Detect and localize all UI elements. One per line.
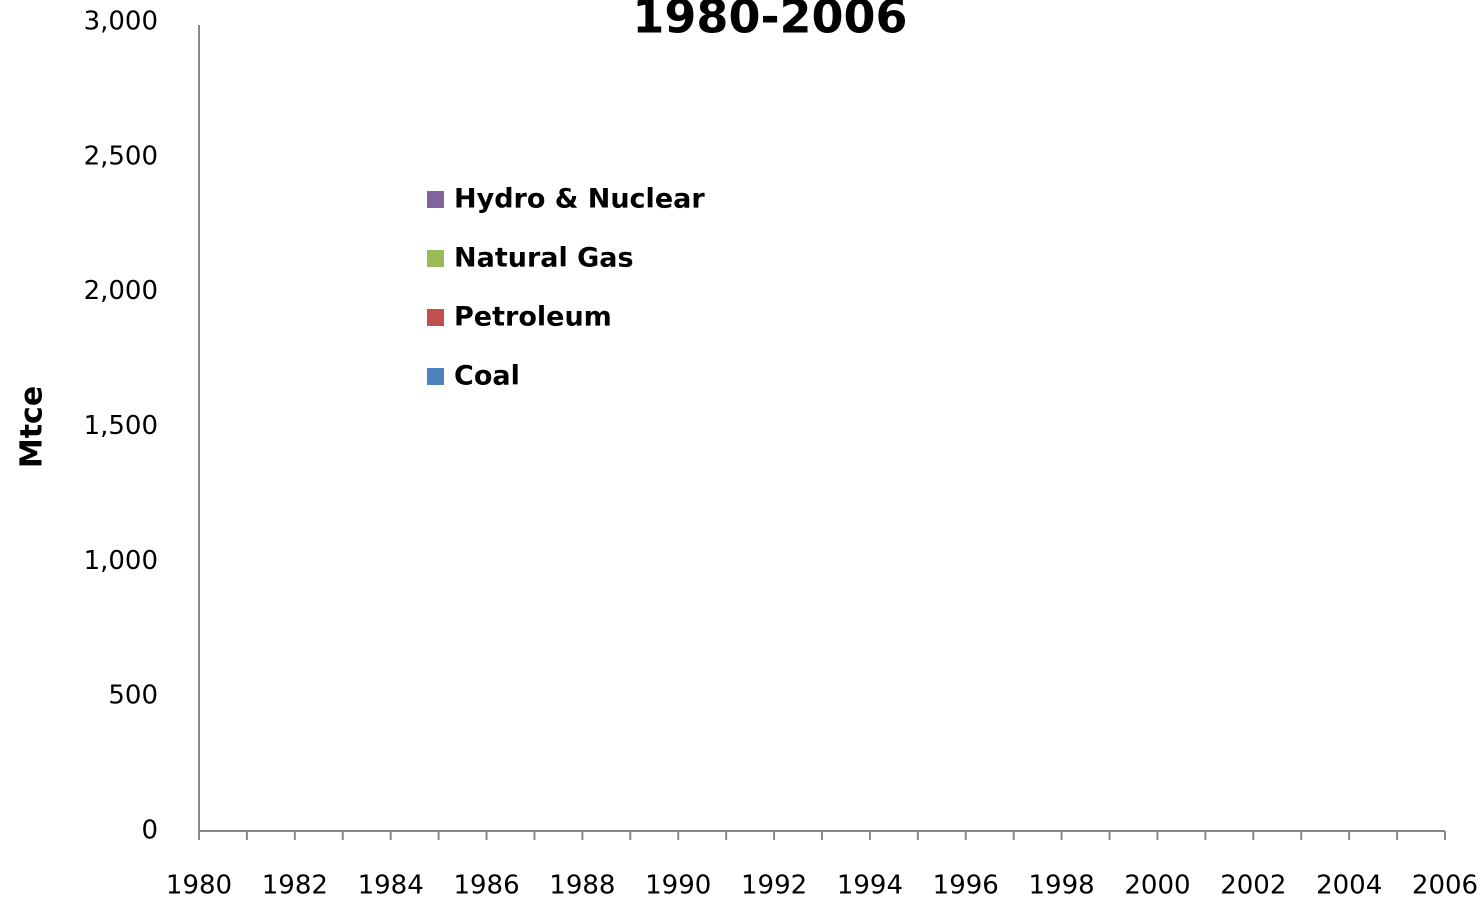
legend-swatch xyxy=(427,309,444,326)
legend-swatch xyxy=(427,250,444,267)
x-tick-label: 1986 xyxy=(453,871,519,901)
y-tick-label: 1,000 xyxy=(84,546,158,576)
y-tick-label: 1,500 xyxy=(84,411,158,441)
x-tick-label: 1990 xyxy=(645,871,711,901)
y-axis-label: Mtce xyxy=(15,386,50,468)
x-tick-label: 1984 xyxy=(358,871,424,901)
x-tick-label: 2000 xyxy=(1124,871,1190,901)
x-tick-label: 1994 xyxy=(837,871,903,901)
x-tick-label: 1988 xyxy=(549,871,615,901)
x-tick-label: 1998 xyxy=(1029,871,1095,901)
legend-swatch xyxy=(427,191,444,208)
x-tick-label: 1980 xyxy=(166,871,232,901)
chart-title: 1980-2006 xyxy=(632,0,907,44)
legend-label: Coal xyxy=(454,361,520,392)
legend-label: Natural Gas xyxy=(454,243,634,274)
y-tick-label: 0 xyxy=(141,816,158,846)
x-tick-label: 2006 xyxy=(1412,871,1478,901)
x-tick-label: 1996 xyxy=(933,871,999,901)
legend-swatch xyxy=(427,368,444,385)
x-tick-label: 1992 xyxy=(741,871,807,901)
y-tick-label: 3,000 xyxy=(84,7,158,37)
legend-label: Hydro & Nuclear xyxy=(454,184,705,215)
y-tick-label: 500 xyxy=(108,681,158,711)
x-tick-label: 1982 xyxy=(262,871,328,901)
y-tick-label: 2,500 xyxy=(84,141,158,171)
y-tick-label: 2,000 xyxy=(84,276,158,306)
x-tick-label: 2002 xyxy=(1220,871,1286,901)
x-tick-label: 2004 xyxy=(1316,871,1382,901)
legend-label: Petroleum xyxy=(454,302,612,333)
